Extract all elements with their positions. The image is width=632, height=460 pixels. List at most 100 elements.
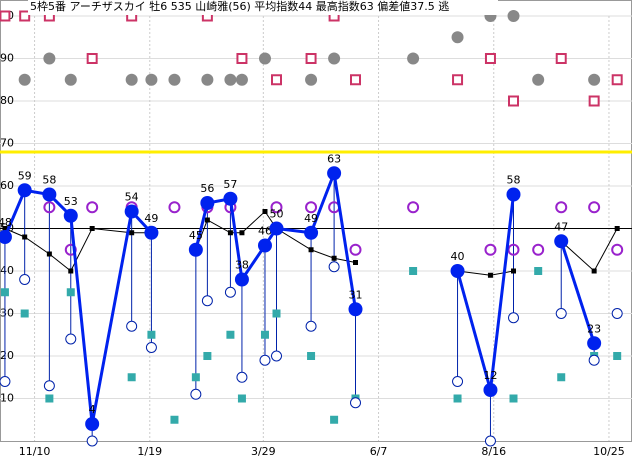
red-square	[0, 10, 11, 22]
value-label: 40	[451, 250, 465, 263]
value-label: 59	[18, 169, 32, 182]
purple-circle	[43, 201, 56, 214]
low-circle	[201, 295, 213, 307]
red-square	[611, 74, 623, 86]
low-circle	[19, 274, 31, 285]
purple-circle	[532, 243, 545, 256]
teal-square	[203, 352, 212, 360]
index-marker	[554, 234, 569, 249]
average-marker	[353, 260, 358, 265]
gray-dot	[168, 73, 181, 86]
chart-title: 5枠5番 アーチザスカイ 牡6 535 山崎雅(56) 平均指数44 最高指数6…	[30, 0, 449, 13]
gray-dot	[201, 73, 214, 86]
value-label: 63	[327, 152, 341, 165]
purple-circle	[507, 243, 520, 256]
index-marker	[223, 191, 238, 206]
average-marker	[227, 230, 233, 236]
index-marker	[0, 230, 12, 244]
gray-dot	[328, 52, 341, 65]
purple-circle	[305, 201, 318, 214]
gray-dot	[407, 52, 420, 65]
red-square	[19, 10, 31, 22]
index-marker	[42, 187, 57, 202]
teal-square	[237, 394, 246, 403]
teal-square	[147, 330, 156, 339]
y-tick-label: 20	[0, 349, 14, 362]
low-circle	[588, 354, 600, 366]
x-tick-label: 8/16	[481, 445, 506, 458]
gray-dot	[145, 73, 158, 86]
gray-dot	[18, 73, 31, 86]
purple-circle	[168, 201, 181, 214]
red-square	[305, 53, 317, 64]
red-square	[508, 95, 519, 107]
teal-square	[534, 267, 543, 275]
x-tick-label: 1/19	[137, 445, 162, 458]
teal-square	[191, 373, 200, 382]
gray-dot	[588, 73, 601, 86]
y-tick-label: 10	[0, 392, 14, 405]
purple-circle	[611, 243, 624, 256]
teal-square	[20, 309, 29, 318]
value-label: 58	[507, 174, 521, 187]
low-circle	[271, 350, 282, 362]
teal-square	[66, 288, 75, 297]
value-label: 4	[89, 403, 96, 416]
teal-square	[613, 352, 622, 360]
value-label: 50	[270, 208, 284, 221]
y-tick-label: 40	[0, 264, 14, 277]
average-marker	[308, 247, 314, 253]
value-label: 31	[349, 288, 363, 301]
teal-square	[260, 330, 269, 339]
index-marker	[269, 221, 284, 236]
average-marker	[2, 226, 8, 231]
low-circle	[86, 435, 98, 447]
purple-circle	[555, 201, 568, 214]
average-marker	[46, 251, 52, 257]
teal-square	[453, 394, 462, 403]
index-marker	[450, 264, 465, 278]
gray-dot	[125, 73, 138, 86]
low-circle	[0, 376, 11, 387]
average-marker	[204, 217, 210, 223]
y-tick-label: 90	[0, 52, 14, 65]
average-marker	[331, 255, 337, 261]
value-label: 49	[304, 212, 318, 225]
value-label: 38	[235, 259, 249, 272]
x-tick-label: 3/29	[251, 445, 276, 458]
gray-dot	[43, 52, 56, 65]
low-circle	[611, 308, 623, 319]
x-tick-label: 11/10	[19, 445, 51, 458]
x-tick-label: 10/25	[593, 445, 625, 458]
purple-circle	[349, 243, 362, 256]
value-label: 46	[258, 225, 272, 238]
index-marker	[144, 225, 159, 240]
value-label: 12	[483, 369, 497, 382]
average-marker	[239, 230, 245, 236]
red-square	[236, 53, 248, 64]
teal-square	[272, 309, 281, 318]
index-marker	[234, 272, 249, 287]
gray-dot	[224, 73, 237, 86]
index-marker	[304, 225, 319, 240]
title-bg	[28, 0, 498, 15]
gray-dot	[305, 73, 318, 86]
value-label: 49	[144, 212, 158, 225]
red-square	[555, 53, 567, 64]
average-marker	[262, 209, 268, 214]
index-marker	[506, 187, 521, 202]
gray-dot	[235, 73, 248, 86]
y-tick-label: 60	[0, 179, 14, 192]
low-circle	[305, 320, 317, 332]
red-square	[484, 53, 496, 64]
gray-dot	[532, 73, 545, 86]
gray-dot	[258, 52, 271, 65]
index-marker	[327, 166, 342, 181]
value-label: 53	[64, 195, 78, 208]
purple-circle	[484, 243, 497, 256]
average-marker	[129, 230, 135, 236]
average-marker	[89, 226, 95, 231]
value-label: 57	[223, 178, 237, 191]
index-marker	[348, 302, 363, 317]
